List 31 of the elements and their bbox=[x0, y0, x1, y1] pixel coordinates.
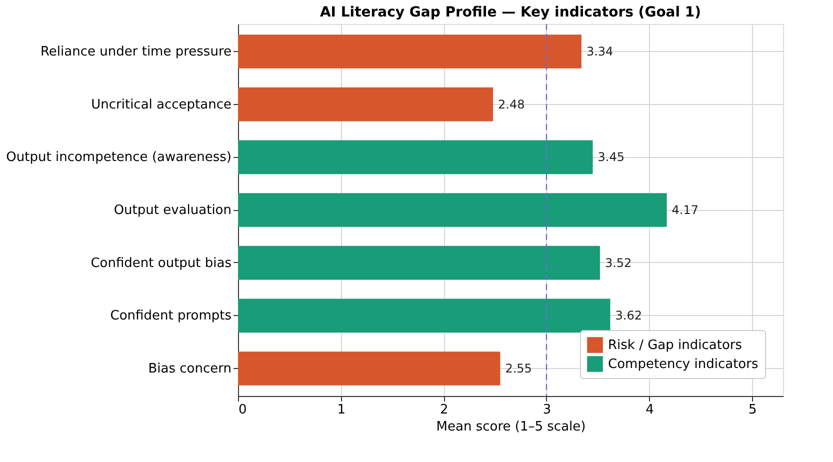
y-tick-label: Output incompetence (awareness) bbox=[6, 150, 232, 166]
bar bbox=[238, 193, 667, 227]
y-tick-label: Reliance under time pressure bbox=[40, 44, 232, 60]
x-tick-label: 5 bbox=[748, 402, 757, 418]
bar bbox=[238, 246, 600, 280]
legend-label: Risk / Gap indicators bbox=[608, 338, 742, 353]
x-axis-title: Mean score (1–5 scale) bbox=[436, 420, 586, 434]
legend-label: Competency indicators bbox=[608, 357, 758, 372]
x-tick-label: 1 bbox=[337, 402, 346, 418]
data-label: 3.34 bbox=[586, 44, 614, 58]
x-tick-label: 2 bbox=[440, 402, 448, 418]
chart-title: AI Literacy Gap Profile — Key indicators (Goal 1) bbox=[320, 4, 702, 20]
x-tick-label: 0 bbox=[238, 402, 247, 418]
bar bbox=[238, 87, 494, 122]
bar bbox=[238, 298, 610, 333]
x-tick-label: 4 bbox=[646, 402, 654, 418]
data-label: 3.52 bbox=[604, 256, 632, 270]
data-label: 2.48 bbox=[498, 97, 525, 112]
y-tick-label: Output evaluation bbox=[114, 203, 232, 218]
y-tick-label: Confident output bias bbox=[90, 256, 232, 271]
y-tick-label: Confident prompts bbox=[110, 308, 232, 324]
bar bbox=[238, 352, 500, 386]
y-tick-label: Bias concern bbox=[148, 362, 232, 377]
y-tick-label: Uncritical acceptance bbox=[91, 97, 232, 112]
bar bbox=[238, 34, 582, 68]
x-tick-label: 3 bbox=[542, 402, 552, 418]
bar bbox=[238, 140, 593, 174]
data-label: 3.62 bbox=[615, 308, 642, 323]
data-label: 4.17 bbox=[672, 203, 699, 217]
data-label: 3.45 bbox=[598, 150, 624, 164]
data-label: 2.55 bbox=[505, 362, 532, 376]
